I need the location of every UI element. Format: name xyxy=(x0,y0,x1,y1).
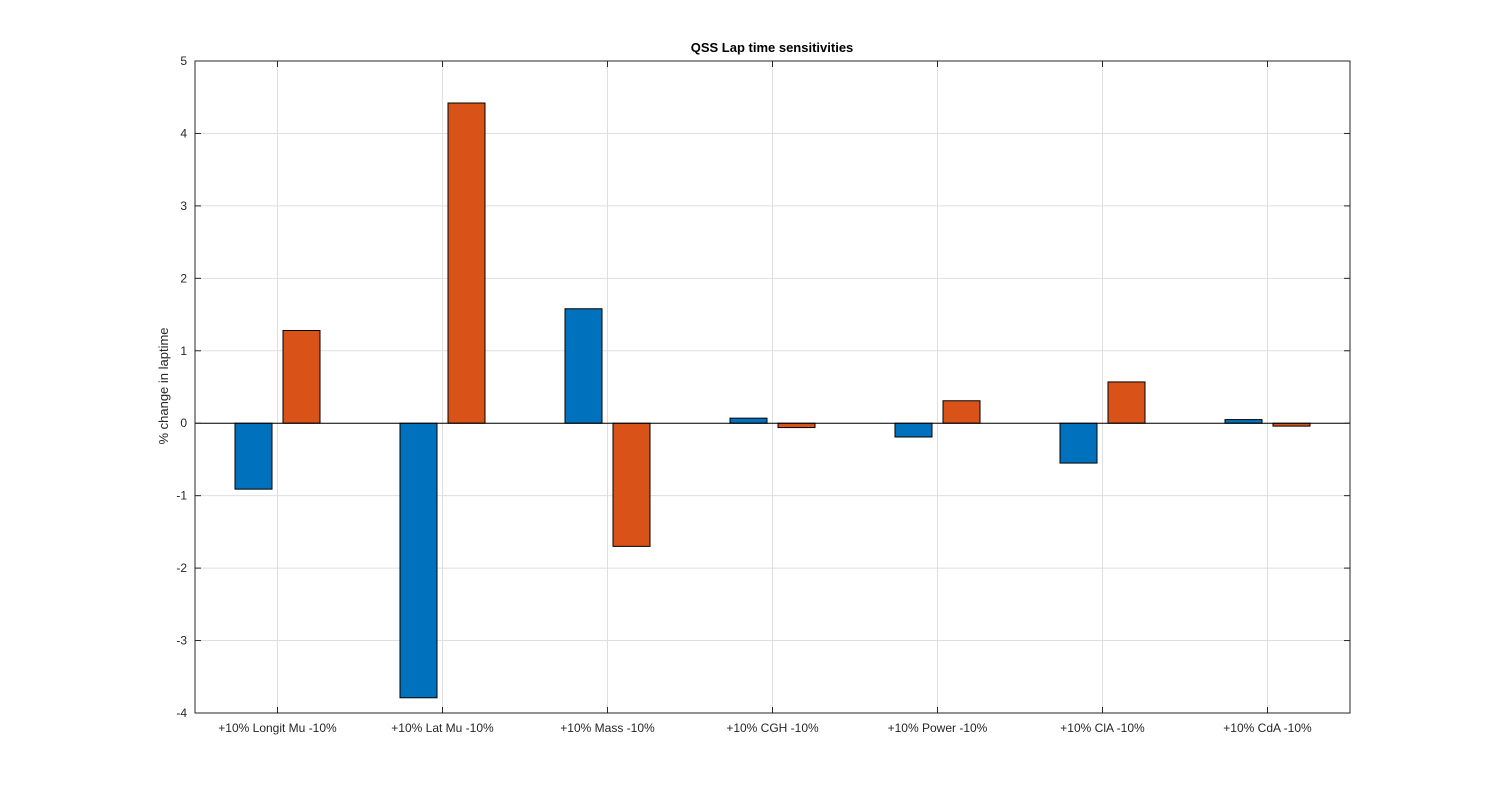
bar-series-2-5 xyxy=(942,400,981,424)
axes-box xyxy=(194,60,1351,714)
y-tick-label: 2 xyxy=(180,271,187,285)
y-axis-label: % change in laptime xyxy=(156,327,171,444)
y-tick-label: -2 xyxy=(176,561,187,575)
x-category-label: +10% Longit Mu -10% xyxy=(218,721,337,735)
bar-series-1-3 xyxy=(564,308,603,424)
grid-layer xyxy=(195,60,1350,714)
bar-series-1-5 xyxy=(894,422,933,438)
y-tick-label: -3 xyxy=(176,634,187,648)
bar-series-1-6 xyxy=(1059,422,1098,464)
y-tick-label: -1 xyxy=(176,489,187,503)
y-tick-label: 1 xyxy=(180,344,187,358)
bar-series-1-4 xyxy=(729,417,768,424)
x-category-label: +10% CdA -10% xyxy=(1223,721,1312,735)
y-tick-label: -4 xyxy=(176,706,187,720)
bar-series-2-3 xyxy=(612,422,651,547)
y-tick-label: 0 xyxy=(180,416,187,430)
bar-series-2-6 xyxy=(1107,381,1146,424)
x-category-label: +10% Mass -10% xyxy=(560,721,655,735)
x-category-label: +10% CGH -10% xyxy=(726,721,819,735)
y-tick-label: 4 xyxy=(180,126,187,140)
y-tick-label: 5 xyxy=(180,54,187,68)
bar-series-2-1 xyxy=(282,329,321,424)
bar-series-1-7 xyxy=(1224,419,1263,424)
x-category-label: +10% Power -10% xyxy=(888,721,988,735)
axes-layer: 5 4 3 2 1 0 -1 -2 -3 -4 +10% Longit Mu -10% +10% La… xyxy=(176,54,1351,735)
bar-series-1-2 xyxy=(399,422,438,699)
bar-series-2-2 xyxy=(447,102,486,424)
x-category-label: +10% Lat Mu -10% xyxy=(391,721,494,735)
chart-title: QSS Lap time sensitivities xyxy=(691,40,854,55)
x-category-label: +10% ClA -10% xyxy=(1060,721,1145,735)
bar-series-1-1 xyxy=(234,422,273,490)
bar-series-2-4 xyxy=(777,422,816,429)
bars-layer xyxy=(195,102,1350,699)
y-tick-label: 3 xyxy=(180,199,187,213)
